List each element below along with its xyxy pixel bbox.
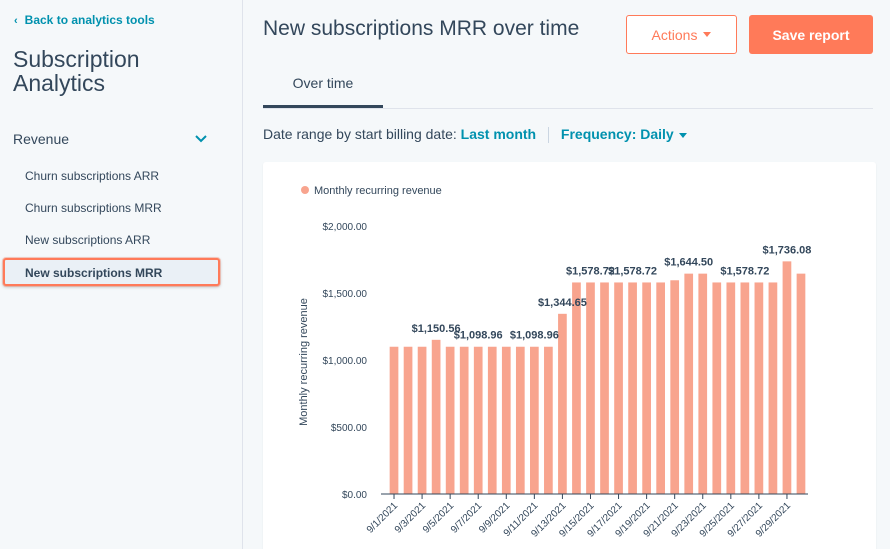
sidebar: ‹ Back to analytics tools Subscription An… (0, 0, 243, 549)
frequency-dropdown[interactable]: Frequency: Daily (561, 126, 687, 142)
bar[interactable] (487, 346, 497, 494)
legend-label[interactable]: Monthly recurring revenue (314, 185, 442, 197)
y-tick-label: $500.00 (331, 423, 368, 434)
bar-chart: Monthly recurring revenue Monthly recurr… (298, 185, 812, 540)
x-axis: 9/1/20219/3/20219/5/20219/7/20219/9/2021… (365, 494, 793, 540)
sidebar-item-new-mrr[interactable]: New subscriptions MRR (3, 258, 220, 286)
bar[interactable] (403, 346, 413, 494)
caret-down-icon (678, 132, 687, 138)
tab-over-time[interactable]: Over time (263, 72, 383, 109)
bar[interactable] (558, 313, 567, 494)
data-label: $1,578.72 (608, 265, 657, 277)
date-range-dropdown[interactable]: Last month (460, 126, 537, 142)
bar[interactable] (642, 282, 651, 494)
date-range-label: Date range by start billing date: (263, 126, 457, 142)
y-axis-label: Monthly recurring revenue (298, 298, 310, 426)
bar[interactable] (417, 346, 427, 494)
bar[interactable] (670, 280, 680, 494)
y-tick-label: $1,500.00 (323, 289, 368, 300)
data-label: $1,644.50 (664, 257, 713, 269)
bar[interactable] (684, 273, 694, 494)
bar[interactable] (712, 282, 722, 494)
bar[interactable] (740, 282, 750, 494)
bar[interactable] (754, 282, 764, 494)
bar[interactable] (796, 273, 806, 494)
sidebar-item-churn-mrr[interactable]: Churn subscriptions MRR (25, 201, 162, 215)
bar[interactable] (473, 346, 483, 494)
chevron-down-icon (195, 135, 207, 143)
back-link[interactable]: ‹ Back to analytics tools (14, 13, 155, 27)
bar[interactable] (782, 261, 792, 494)
caret-down-icon (703, 32, 712, 37)
chart-card: Monthly recurring revenue Monthly recurr… (263, 162, 876, 549)
data-labels: $1,150.56$1,098.96 $1,098.96$1,344.65$1,5… (412, 244, 812, 341)
actions-button[interactable]: Actions (626, 15, 737, 54)
data-label: $1,098.96 (510, 330, 559, 342)
bar[interactable] (600, 282, 609, 494)
chevron-left-icon: ‹ (14, 15, 18, 27)
tab-label: Over time (292, 75, 354, 91)
bar[interactable] (614, 282, 623, 494)
bar[interactable] (431, 339, 441, 494)
bars (389, 261, 806, 494)
save-report-button[interactable]: Save report (749, 15, 873, 54)
y-axis: $0.00 $500.00 $1,000.00 $1,500.00 $2,000.00 (323, 222, 368, 501)
bar[interactable] (726, 282, 736, 494)
section-revenue[interactable]: Revenue (13, 131, 213, 147)
bar[interactable] (389, 346, 399, 494)
data-label: $1,344.65 (538, 297, 587, 309)
data-label: $1,150.56 (412, 323, 461, 335)
data-label: $1,736.08 (762, 244, 811, 256)
bar[interactable] (501, 346, 511, 494)
bar[interactable] (459, 346, 469, 494)
tabs-divider (263, 108, 873, 109)
bar[interactable] (529, 346, 539, 494)
main-content: New subscriptions MRR over time Actions … (243, 0, 890, 549)
bar[interactable] (572, 282, 581, 494)
actions-label: Actions (651, 26, 698, 43)
data-label: $1,578.72 (720, 265, 769, 277)
bar[interactable] (515, 346, 525, 494)
data-label: $1,098.96 (454, 330, 503, 342)
data-label: $1,578.72 (566, 265, 615, 277)
section-label: Revenue (13, 131, 70, 147)
filter-divider (548, 127, 550, 144)
tab-active-indicator (263, 105, 383, 109)
sidebar-item-churn-arr[interactable]: Churn subscriptions ARR (25, 169, 160, 183)
sidebar-item-new-arr[interactable]: New subscriptions ARR (25, 233, 151, 247)
bar[interactable] (445, 346, 455, 494)
y-tick-label: $1,000.00 (323, 356, 368, 367)
bar[interactable] (544, 346, 553, 494)
bar[interactable] (768, 282, 778, 494)
y-tick-label: $0.00 (342, 490, 367, 501)
page-title: New subscriptions MRR over time (263, 17, 580, 40)
bar[interactable] (656, 282, 666, 494)
bar[interactable] (628, 282, 637, 494)
legend-swatch (301, 186, 309, 194)
filter-bar: Date range by start billing date: Last m… (263, 126, 687, 144)
bar[interactable] (698, 273, 708, 494)
y-tick-label: $2,000.00 (323, 222, 368, 233)
bar[interactable] (586, 282, 595, 494)
back-link-label: Back to analytics tools (24, 13, 155, 27)
frequency-label: Frequency: Daily (560, 126, 674, 142)
sidebar-title: Subscription Analytics (13, 46, 140, 96)
